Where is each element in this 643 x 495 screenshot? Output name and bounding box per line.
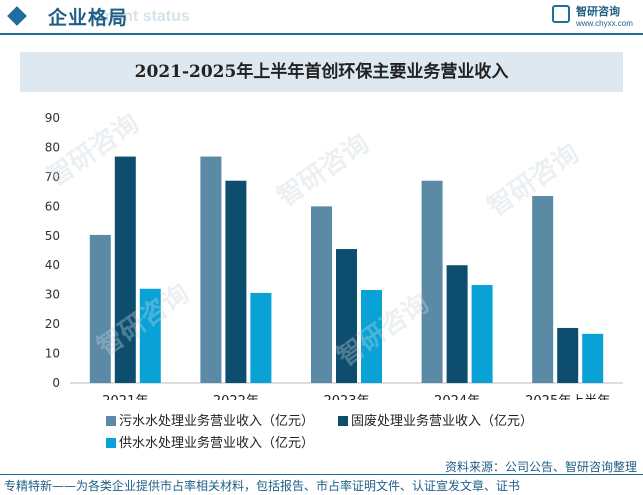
x-tick-label: 2022年 <box>213 394 259 400</box>
logo-name: 智研咨询 <box>576 5 620 18</box>
y-tick-label: 60 <box>45 199 60 213</box>
x-tick-label: 2023年 <box>323 394 369 400</box>
x-tick-label: 2021年 <box>102 394 148 400</box>
header-ghost-text: ment status <box>100 8 190 25</box>
legend-swatch-sewage <box>106 416 116 426</box>
bar-sewage <box>421 180 443 383</box>
bar-solid-waste <box>446 265 468 383</box>
y-tick-label: 0 <box>52 376 60 390</box>
x-tick-label: 2024年 <box>434 394 480 400</box>
y-tick-label: 30 <box>45 288 60 302</box>
y-tick-label: 90 <box>45 111 60 125</box>
bar-chart: 0 10 20 30 40 50 60 70 80 90 2021年 2022年 2023年 2024年… <box>45 111 623 400</box>
legend-item-sewage: 污水水处理业务营业收入（亿元） <box>106 413 314 431</box>
legend-swatch-solid-waste <box>338 416 348 426</box>
x-tick-label: 2025年上半年 <box>525 394 610 400</box>
bar-sewage <box>200 156 222 383</box>
header-divider <box>0 33 643 35</box>
legend-label-water-supply: 供水水处理业务营业收入（亿元） <box>119 436 315 451</box>
bar-water-supply <box>250 292 272 383</box>
bar-water-supply <box>471 284 493 383</box>
bar-sewage <box>311 206 332 383</box>
y-tick-label: 50 <box>45 229 60 243</box>
diamond-icon <box>7 6 27 26</box>
bar-solid-waste <box>336 249 357 383</box>
y-tick-label: 80 <box>45 140 60 154</box>
brand-logo[interactable]: 智研咨询 www.chyxx.com <box>552 3 640 33</box>
legend-item-solid-waste: 固废处理业务营业收入（亿元） <box>338 413 533 431</box>
chart-title: 2021-2025年上半年首创环保主要业务营业收入 <box>20 52 623 92</box>
y-tick-label: 20 <box>45 317 60 331</box>
bar-solid-waste <box>557 327 579 383</box>
footer-divider <box>0 474 643 475</box>
bar-water-supply <box>361 289 382 383</box>
logo-url[interactable]: www.chyxx.com <box>576 19 633 28</box>
section-title: 企业格局 <box>48 7 129 29</box>
y-tick-label: 40 <box>45 258 60 272</box>
y-tick-label: 70 <box>45 170 60 184</box>
bar-water-supply <box>139 288 161 383</box>
footer-text: 专精特新——为各类企业提供市占率相关材料，包括报告、市占率证明文件、认证宣发文章… <box>4 479 521 493</box>
bar-sewage <box>89 234 111 383</box>
bar-sewage <box>532 196 554 383</box>
legend-item-water-supply: 供水水处理业务营业收入（亿元） <box>106 435 314 453</box>
legend-label-solid-waste: 固废处理业务营业收入（亿元） <box>351 414 534 429</box>
bar-solid-waste <box>225 180 247 383</box>
bar-water-supply <box>582 333 604 383</box>
bar-solid-waste <box>114 156 136 383</box>
y-tick-label: 10 <box>45 347 60 361</box>
source-note: 资料来源：公司公告、智研咨询整理 <box>444 460 637 474</box>
logo-mark-icon <box>552 5 570 23</box>
legend-label-sewage: 污水水处理业务营业收入（亿元） <box>119 414 315 429</box>
legend-swatch-water-supply <box>106 438 116 448</box>
section-header: ment status 企业格局 <box>0 0 643 36</box>
